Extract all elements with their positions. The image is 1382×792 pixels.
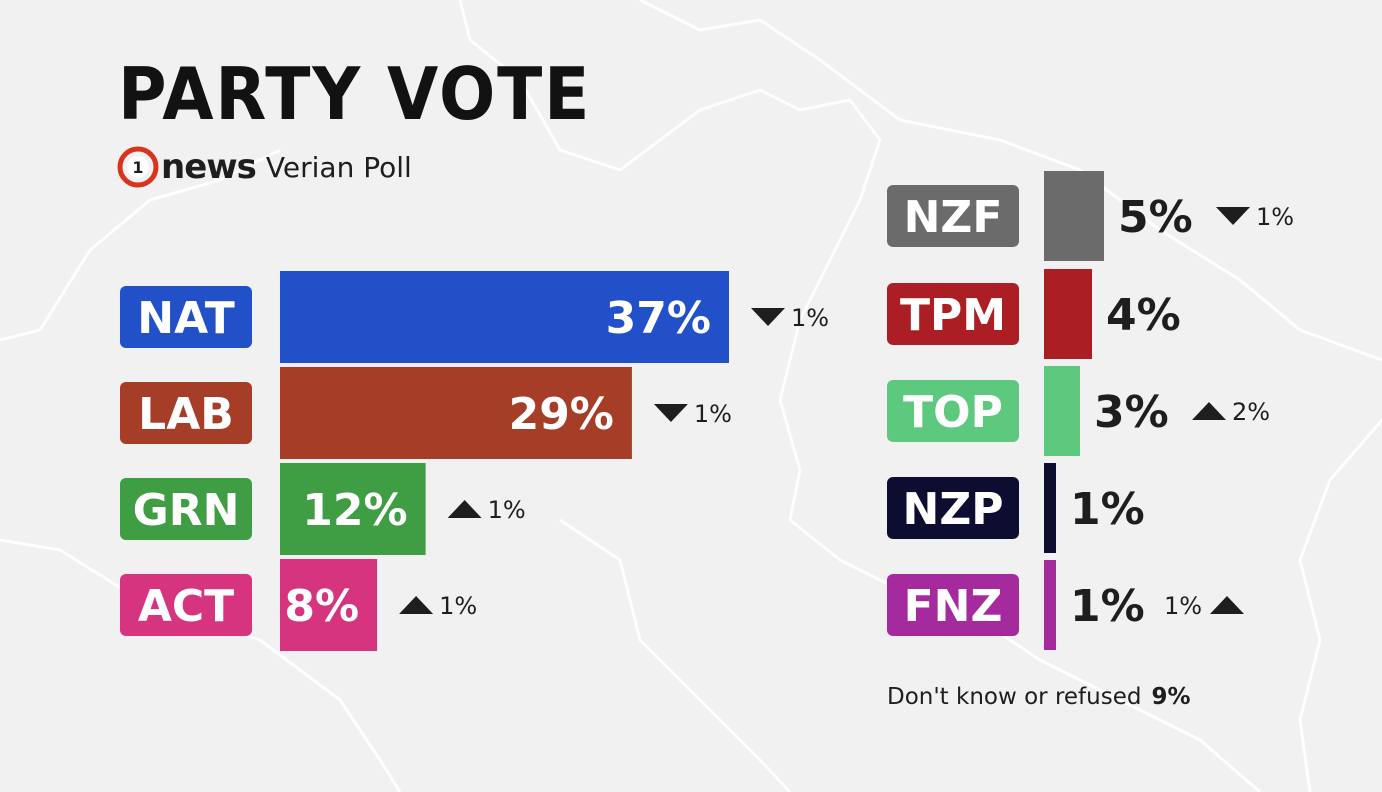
change-label-nzf: 1%	[1256, 203, 1294, 231]
party-label-box-nat	[120, 286, 252, 348]
bar-fnz	[1044, 560, 1056, 650]
party-label-box-fnz	[887, 574, 1019, 636]
bar-grn	[280, 463, 426, 555]
party-label-fnz: FNZ	[904, 581, 1003, 632]
value-label-act: 8%	[284, 581, 359, 632]
bar-lab	[280, 367, 632, 459]
party-label-lab: LAB	[138, 389, 234, 440]
value-label-fnz: 1%	[1070, 581, 1145, 632]
party-label-nat: NAT	[137, 293, 234, 344]
value-label-grn: 12%	[302, 485, 407, 536]
party-label-box-grn	[120, 478, 252, 540]
value-label-nzf: 5%	[1118, 192, 1193, 243]
party-label-tpm: TPM	[900, 290, 1006, 341]
change-down-icon-nzf	[1216, 207, 1250, 225]
value-label-tpm: 4%	[1106, 290, 1181, 341]
bar-nzp	[1044, 463, 1056, 553]
party-label-box-lab	[120, 382, 252, 444]
change-label-fnz: 1%	[1164, 592, 1202, 620]
value-label-nat: 37%	[606, 293, 711, 344]
party-label-box-nzp	[887, 477, 1019, 539]
logo-glyph: 1	[132, 158, 143, 177]
dont-know-label: Don't know or refused	[887, 684, 1142, 710]
value-label-nzp: 1%	[1070, 484, 1145, 535]
chart-title: PARTY VOTE	[118, 52, 592, 136]
bar-nat	[280, 271, 729, 363]
value-label-lab: 29%	[509, 389, 614, 440]
change-label-act: 1%	[439, 592, 477, 620]
dont-know-note: Don't know or refused 9%	[887, 684, 1191, 710]
change-up-icon-act	[399, 596, 434, 614]
party-label-box-nzf	[887, 185, 1019, 247]
brand: 1 news Verian Poll	[117, 146, 412, 188]
change-down-icon-nat	[751, 308, 785, 326]
change-up-icon-top	[1192, 402, 1226, 420]
change-up-icon-fnz	[1210, 596, 1244, 614]
party-label-nzf: NZF	[904, 192, 1003, 243]
brand-name: news	[161, 147, 257, 187]
brand-subtitle: Verian Poll	[265, 150, 412, 184]
1news-logo-icon: 1	[117, 146, 159, 188]
change-label-top: 2%	[1232, 398, 1270, 426]
party-label-act: ACT	[138, 581, 234, 632]
bar-top	[1044, 366, 1080, 456]
party-label-top: TOP	[903, 387, 1003, 438]
change-down-icon-lab	[653, 404, 688, 422]
bar-act	[280, 559, 378, 651]
party-label-nzp: NZP	[903, 484, 1004, 535]
bar-nzf	[1044, 171, 1104, 261]
party-label-box-tpm	[887, 283, 1019, 345]
party-label-box-act	[120, 574, 252, 636]
party-label-grn: GRN	[133, 485, 240, 536]
value-label-top: 3%	[1094, 387, 1169, 438]
change-up-icon-grn	[447, 500, 482, 518]
dont-know-value: 9%	[1151, 684, 1191, 710]
change-label-grn: 1%	[488, 496, 526, 524]
bar-tpm	[1044, 269, 1092, 359]
change-label-lab: 1%	[694, 400, 732, 428]
party-label-box-top	[887, 380, 1019, 442]
change-label-nat: 1%	[791, 304, 829, 332]
